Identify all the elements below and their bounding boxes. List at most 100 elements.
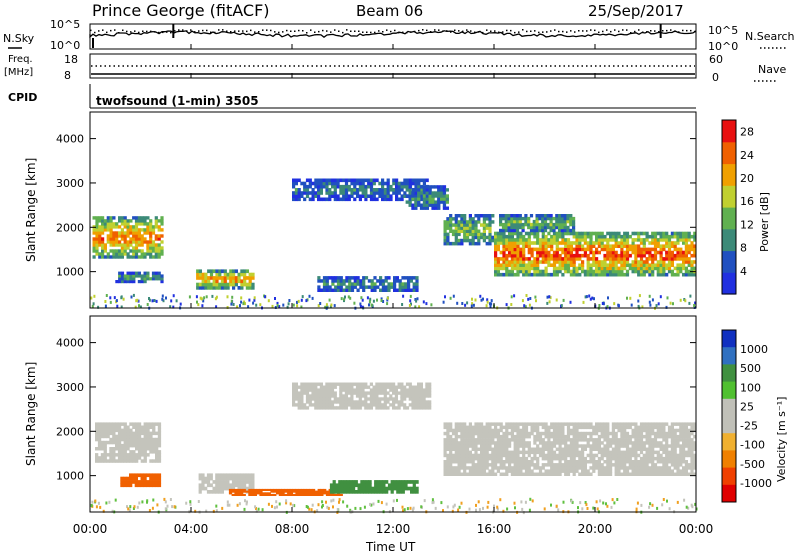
power-cell-3 — [336, 279, 341, 283]
power-cell-0 — [126, 231, 130, 235]
velocity-cell-6 — [600, 425, 604, 430]
velocity-cell-6 — [564, 434, 568, 439]
power-cell-0 — [132, 252, 136, 256]
velocity-cell-6 — [474, 422, 478, 426]
velocity-cell-0 — [140, 453, 144, 457]
velocity-speckle — [136, 505, 139, 509]
velocity-cell-5 — [303, 382, 307, 386]
velocity-cell-6 — [446, 422, 450, 426]
velocity-cell-6 — [561, 463, 565, 467]
velocity-cell-6 — [522, 456, 526, 461]
power-cell-6 — [482, 232, 486, 237]
velocity-cell-4 — [335, 483, 339, 488]
power-speckle — [203, 296, 206, 300]
power-speckle — [523, 304, 526, 308]
power-cell-7 — [625, 244, 630, 248]
velocity-cell-3 — [289, 493, 293, 496]
power-cell-2 — [251, 272, 255, 277]
velocity-cell-5 — [322, 394, 326, 398]
power-cell-0 — [101, 252, 105, 256]
power-colorbar-label: Power [dB] — [758, 192, 771, 252]
velocity-cell-0 — [97, 422, 102, 426]
velocity-cell-6 — [449, 460, 453, 464]
velocity-cell-6 — [496, 422, 500, 426]
velocity-cell-5 — [347, 391, 351, 395]
velocity-cell-6 — [569, 431, 573, 436]
power-cell-3 — [412, 288, 416, 292]
velocity-cell-0 — [106, 453, 110, 457]
power-cell-8 — [558, 214, 562, 218]
power-cell-6 — [460, 241, 464, 246]
velocity-cell-6 — [578, 431, 582, 436]
power-cell-7 — [552, 234, 557, 239]
velocity-cell-0 — [146, 434, 150, 439]
velocity-speckle — [212, 509, 215, 513]
velocity-cell-6 — [651, 428, 655, 433]
velocity-cell-6 — [609, 441, 613, 445]
power-cell-5 — [405, 200, 409, 204]
power-colorbar-swatch — [722, 163, 736, 186]
power-cell-7 — [662, 238, 666, 242]
velocity-cell-6 — [451, 466, 456, 470]
power-cell-2 — [198, 276, 202, 280]
velocity-cell-6 — [550, 456, 554, 461]
velocity-cell-6 — [670, 447, 674, 451]
velocity-cell-5 — [342, 397, 346, 401]
velocity-cell-5 — [375, 397, 379, 401]
velocity-cell-0 — [149, 447, 153, 451]
velocity-cell-6 — [687, 453, 691, 458]
velocity-cell-5 — [392, 382, 396, 386]
velocity-cell-5 — [364, 397, 368, 401]
power-cell-7 — [566, 238, 571, 242]
velocity-cell-6 — [693, 444, 697, 448]
velocity-cell-6 — [653, 441, 658, 445]
power-cell-0 — [123, 222, 127, 226]
velocity-cell-5 — [344, 406, 348, 410]
velocity-cell-0 — [135, 447, 139, 451]
power-speckle — [300, 298, 303, 302]
velocity-cell-6 — [665, 463, 669, 467]
power-cell-0 — [137, 228, 141, 232]
velocity-cell-0 — [112, 440, 116, 445]
power-cell-6 — [482, 235, 486, 240]
velocity-cell-6 — [634, 466, 638, 470]
velocity-cell-1 — [152, 473, 156, 478]
power-cell-1 — [123, 274, 127, 278]
velocity-cell-6 — [527, 447, 531, 451]
power-cell-4 — [420, 178, 424, 183]
power-cell-2 — [204, 282, 208, 287]
velocity-cell-6 — [665, 447, 669, 451]
velocity-cell-0 — [132, 443, 136, 448]
velocity-cell-6 — [446, 466, 450, 470]
power-cell-7 — [662, 234, 666, 239]
velocity-cell-6 — [508, 453, 512, 458]
nsearch-trace-point — [422, 29, 424, 31]
power-speckle — [104, 300, 107, 303]
power-cell-3 — [356, 279, 360, 283]
velocity-cell-6 — [611, 463, 615, 467]
velocity-cell-0 — [143, 447, 147, 451]
velocity-cell-5 — [317, 394, 321, 398]
power-cell-4 — [356, 181, 360, 186]
power-cell-7 — [673, 234, 677, 239]
power-cell-7 — [558, 260, 562, 264]
power-cell-7 — [581, 244, 585, 248]
power-cell-6 — [471, 223, 475, 227]
power-cell-2 — [248, 272, 252, 277]
velocity-cell-4 — [340, 483, 345, 488]
velocity-cell-6 — [667, 434, 672, 439]
velocity-cell-6 — [623, 431, 627, 436]
velocity-speckle — [99, 505, 102, 509]
velocity-cell-6 — [522, 453, 526, 458]
velocity-cell-3 — [312, 490, 316, 493]
velocity-cell-6 — [625, 472, 630, 476]
velocity-cell-6 — [637, 472, 641, 476]
velocity-cell-6 — [659, 472, 663, 476]
velocity-cell-6 — [536, 422, 540, 426]
velocity-cell-6 — [516, 469, 520, 473]
power-cell-4 — [342, 194, 346, 198]
velocity-cell-6 — [485, 434, 489, 439]
velocity-cell-6 — [620, 466, 624, 470]
power-cell-8 — [541, 225, 545, 230]
velocity-cell-6 — [530, 463, 534, 467]
